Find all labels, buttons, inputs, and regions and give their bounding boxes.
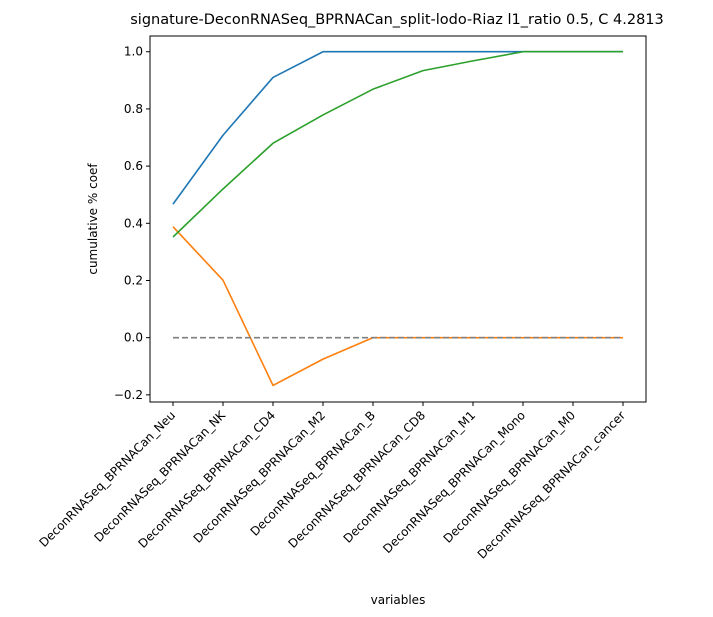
y-axis: −0.2 0.0 0.2 0.4 0.6 0.8 1.0 — [114, 45, 150, 402]
y-tick-label: 1.0 — [124, 45, 143, 59]
series-line-2 — [172, 50, 623, 238]
y-tick-label: 0.6 — [124, 159, 143, 173]
y-axis-label: cumulative % coef — [86, 163, 100, 275]
y-tick-label: 0.2 — [124, 273, 143, 287]
x-axis-label: variables — [371, 593, 426, 607]
y-tick-label: −0.2 — [114, 388, 143, 402]
x-axis: DeconRNASeq_BPRNACan_NeuDeconRNASeq_BPRN… — [36, 402, 628, 562]
series-line-1 — [172, 226, 623, 387]
y-tick-label: 0.8 — [124, 102, 143, 116]
series-layer — [172, 50, 623, 387]
series-line-0 — [172, 50, 623, 205]
chart-title: signature-DeconRNASeq_BPRNACan_split-lod… — [130, 12, 664, 28]
plot-frame — [149, 35, 647, 403]
y-tick-label: 0.0 — [124, 331, 143, 345]
y-tick-label: 0.4 — [124, 216, 143, 230]
